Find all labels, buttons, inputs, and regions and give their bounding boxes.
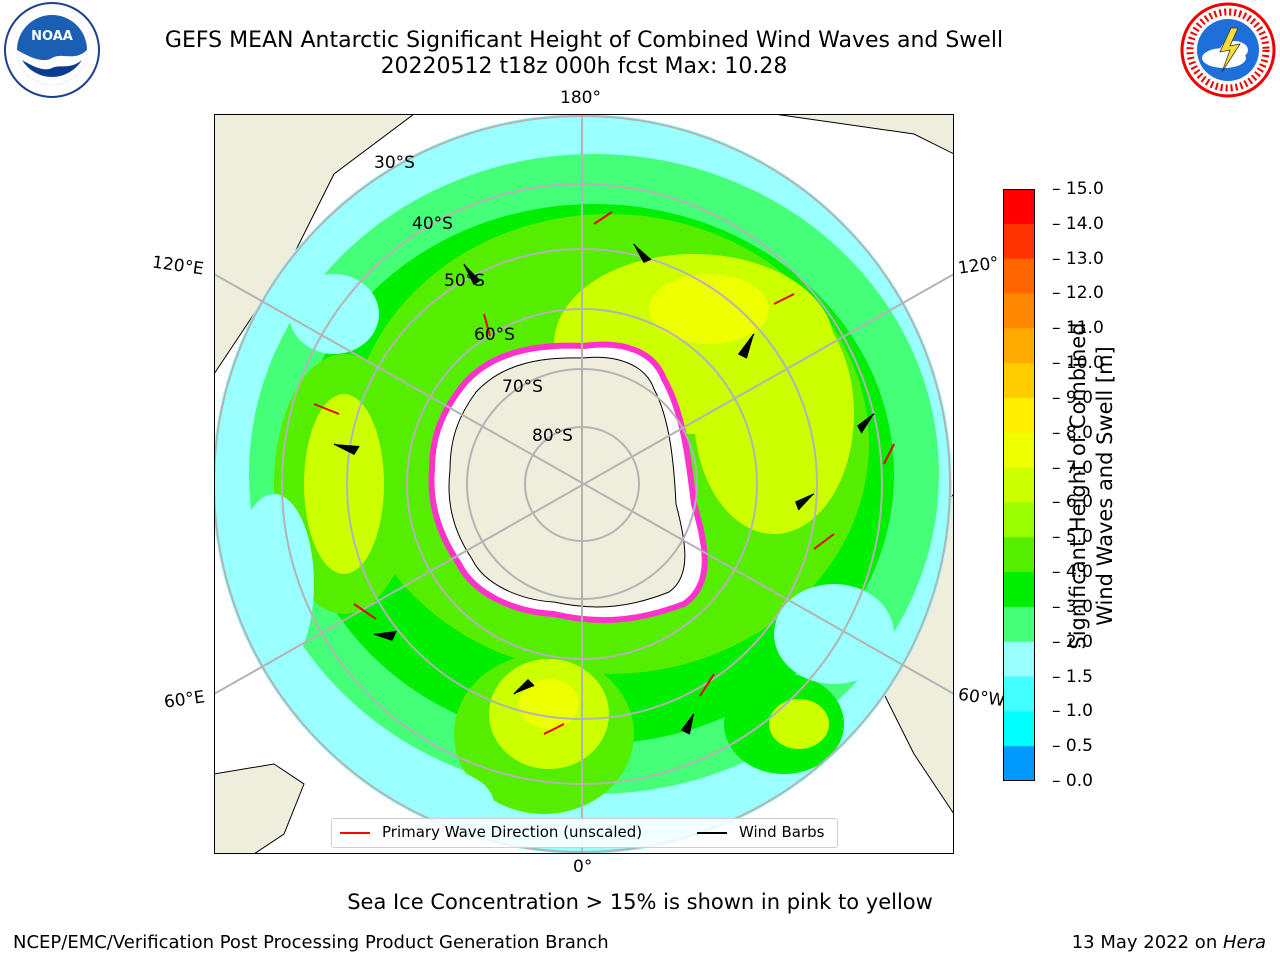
colorbar-segment	[1003, 711, 1035, 747]
wind-barbs-legend-line	[697, 832, 727, 834]
colorbar-segment	[1003, 676, 1035, 712]
colorbar	[1003, 189, 1035, 781]
colorbar-segment	[1003, 606, 1035, 643]
colorbar-tick-label: – 14.0	[1052, 213, 1104, 234]
lon-label-120e: 120°E	[150, 252, 205, 280]
lat-label-70: 70°S	[502, 377, 543, 397]
colorbar-segment	[1003, 467, 1035, 503]
colorbar-segment	[1003, 223, 1035, 260]
credit-line: NCEP/EMC/Verification Post Processing Pr…	[13, 932, 609, 953]
colorbar-segment	[1003, 502, 1035, 538]
wave-height-field	[214, 114, 952, 854]
colorbar-segment	[1003, 363, 1035, 399]
svg-text:NOAA: NOAA	[31, 29, 73, 44]
colorbar-tick-label: – 8.0	[1052, 422, 1093, 443]
colorbar-segment	[1003, 189, 1035, 225]
land-north-pacific-edge	[773, 114, 954, 155]
colorbar-tick-label: – 4.0	[1052, 562, 1093, 583]
colorbar-tick-label: – 1.5	[1052, 666, 1093, 687]
lat-label-60: 60°S	[474, 325, 515, 345]
lat-label-40: 40°S	[412, 214, 453, 234]
colorbar-tick-label: – 3.0	[1052, 596, 1093, 617]
noaa-logo: NOAA	[4, 2, 100, 98]
colorbar-segment	[1003, 746, 1035, 781]
colorbar-segment	[1003, 397, 1035, 434]
colorbar-segment	[1003, 537, 1035, 573]
wave-direction-arrows	[313, 211, 895, 735]
sea-ice-note: Sea Ice Concentration > 15% is shown in …	[347, 890, 933, 914]
colorbar-tick-label: – 7.0	[1052, 457, 1093, 478]
colorbar-tick-label: – 13.0	[1052, 248, 1104, 269]
land-africa	[214, 763, 305, 854]
wave-direction-legend-line	[340, 832, 370, 834]
colorbar-tick-label: – 2.0	[1052, 631, 1093, 652]
lat-label-80: 80°S	[532, 426, 573, 446]
colorbar-segment	[1003, 641, 1035, 678]
colorbar-tick-label: – 0.0	[1052, 771, 1093, 791]
colorbar-tick-label: – 11.0	[1052, 318, 1104, 339]
chart-subtitle: 20220512 t18z 000h fcst Max: 10.28	[380, 54, 788, 79]
colorbar-tick-label: – 0.5	[1052, 736, 1093, 757]
map-legend: Primary Wave Direction (unscaled) Wind B…	[331, 818, 838, 848]
colorbar-segment	[1003, 572, 1035, 608]
wave-direction-legend-label: Primary Wave Direction (unscaled)	[382, 823, 643, 841]
lon-label-60w: 60°W	[956, 684, 1007, 712]
chart-title: GEFS MEAN Antarctic Significant Height o…	[164, 28, 1004, 53]
date-line: 13 May 2022 on Hera	[1071, 932, 1266, 953]
wind-barbs-legend-label: Wind Barbs	[739, 823, 825, 841]
colorbar-tick-label: – 12.0	[1052, 283, 1104, 304]
colorbar-tick-label: – 15.0	[1052, 179, 1104, 199]
graticule	[214, 114, 954, 854]
lat-label-50: 50°S	[444, 271, 485, 291]
wind-barbs	[333, 243, 875, 735]
lon-label-0: 0°	[573, 857, 593, 877]
lon-label-180: 180°	[560, 88, 601, 108]
colorbar-tick-label: – 10.0	[1052, 353, 1104, 374]
colorbar-tick-label: – 9.0	[1052, 387, 1093, 408]
lon-label-120w: 120°	[956, 253, 1001, 279]
colorbar-segment	[1003, 328, 1035, 364]
colorbar-tick-label: – 6.0	[1052, 492, 1093, 513]
lat-label-30: 30°S	[374, 153, 415, 173]
colorbar-segment	[1003, 258, 1035, 294]
lon-label-60e: 60°E	[162, 687, 207, 713]
colorbar-segment	[1003, 432, 1035, 469]
land-antarctica	[448, 356, 686, 608]
colorbar-tick-label: – 1.0	[1052, 701, 1093, 722]
map-panel: 30°S 40°S 50°S 60°S 70°S 80°S	[214, 114, 954, 854]
colorbar-segment	[1003, 293, 1035, 329]
nws-logo	[1180, 2, 1276, 98]
colorbar-tick-label: – 5.0	[1052, 527, 1093, 548]
